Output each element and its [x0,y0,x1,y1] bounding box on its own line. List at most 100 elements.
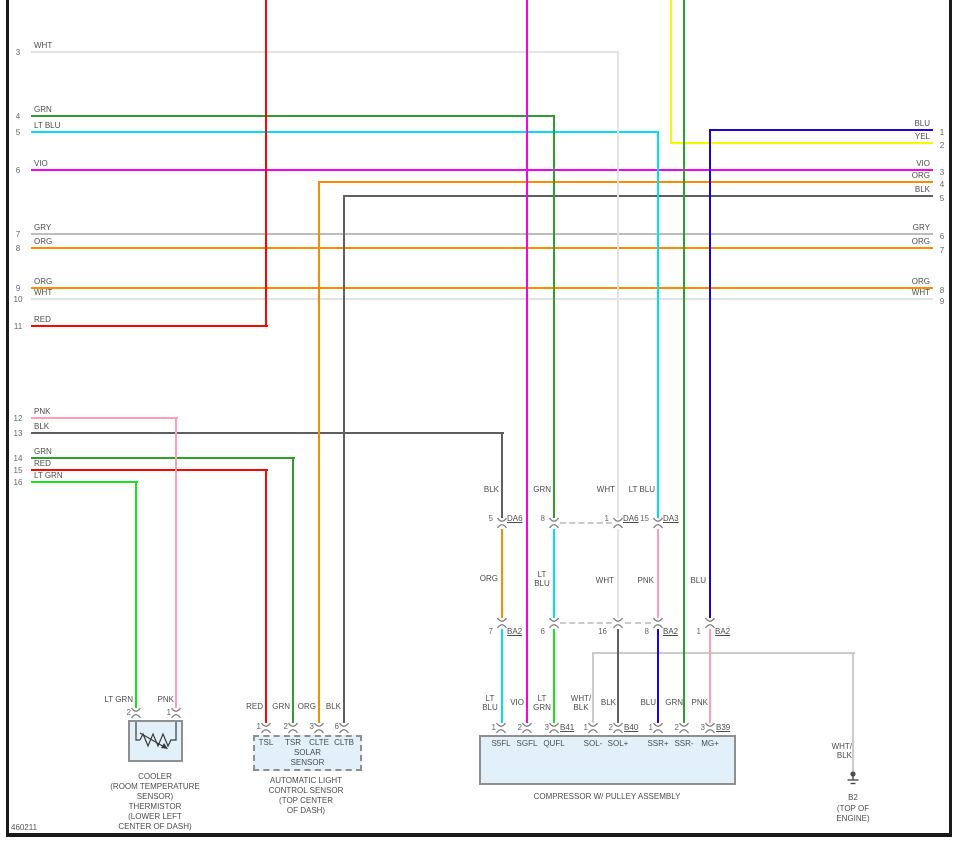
connector-name: B40 [624,723,639,732]
connector-pin-number: 7 [488,627,493,636]
wire-grn-4-v [553,115,555,518]
compressor-pin-name: MG+ [701,739,719,748]
connector-join-dash [560,522,612,524]
wire-grn-4-h [31,115,555,117]
wire-grn-top-v [683,0,685,723]
right-wire-label: ORG [911,277,930,286]
connector-pin-number: 8 [540,514,545,523]
caption-line: CENTER OF DASH) [118,822,192,831]
compressor-box [479,735,736,785]
thermistor-caption: COOLER (ROOM TEMPERATURE SENSOR) THERMIS… [85,772,225,832]
caption-line: (ROOM TEMPERATURE [110,782,200,791]
pin-wire-label: GRN [272,702,290,711]
right-wire-label: WHT [911,288,930,297]
wire-blu-r1-h [710,129,933,131]
pin-connector-icon [314,722,324,734]
right-pin-number: 2 [939,141,945,150]
inline-connector-icon [549,517,559,529]
solar-pin-name: CLTE [309,738,329,747]
right-wire-label: GRY [912,223,930,232]
wire-blu-r1-v [709,129,711,618]
connector-name: BA2 [663,627,679,636]
compressor-pin-name: SGFL [516,739,538,748]
pin-wire-label: LT GRN [104,695,133,704]
figure-number: 460211 [11,823,38,832]
wire-yel-v [670,0,672,144]
left-wire-label: ORG [34,277,53,286]
pin-connector-icon [339,722,349,734]
wire-ltgrn-mid-v [553,629,555,723]
wire-red-15-h [31,469,268,471]
right-wire-label: BLU [914,119,930,128]
ground-icon [847,771,859,785]
solar-sensor-inner-label: SOLAR [293,748,322,757]
left-wire-label: PNK [34,407,51,416]
wire-org-r4-h [319,181,933,183]
connector-pin-number: 6 [540,627,545,636]
wire-org-9-h [31,287,933,289]
connector-pin-number: 15 [640,514,649,523]
pin-wire-label: PNK [691,698,708,707]
right-pin-number: 5 [939,194,945,203]
caption-line: SENSOR) [136,792,174,801]
left-wire-label: ORG [34,237,53,246]
wire-pnk-mid-v [657,529,659,618]
connector-name: B39 [716,723,731,732]
compressor-caption: COMPRESSOR W/ PULLEY ASSEMBLY [533,792,681,801]
component-pin-number: 3 [700,723,705,732]
pin-connector-icon [522,722,532,734]
component-pin-number: 1 [583,723,588,732]
ground-wire-label: WHT/ BLK [831,742,852,760]
segment-wire-label: ORG [479,574,498,583]
inline-connector-icon [653,617,663,629]
caption-line: ENGINE) [836,814,870,823]
wire-blk-r5-h [344,195,933,197]
left-pin-number: 10 [13,295,23,304]
left-pin-number: 12 [13,414,23,423]
pin-connector-icon [613,722,623,734]
wire-whtblk-right-v [852,652,854,771]
left-pin-number: 9 [15,284,21,293]
left-pin-number: 6 [15,166,21,175]
inline-connector-icon [613,517,623,529]
right-pin-number: 3 [939,168,945,177]
wire-blk-13-h [31,432,504,434]
inline-connector-icon [705,617,715,629]
wire-pnk-mid2-v [709,629,711,723]
caption-line: (TOP OF [836,804,870,813]
wire-vio-6-h [31,169,933,171]
pin-wire-label: PNK [157,695,174,704]
left-wire-label: WHT [34,41,53,50]
wire-ltgrn-16-h [31,481,138,483]
segment-wire-label: GRN [533,485,551,494]
left-pin-number: 8 [15,244,21,253]
pin-wire-label: VIO [510,698,524,707]
pin-wire-label: WHT/ BLK [570,694,592,712]
right-wire-label: ORG [911,237,930,246]
pin-wire-label: LT BLU [482,694,498,712]
right-pin-number: 9 [939,297,945,306]
left-pin-number: 16 [13,478,23,487]
pin-wire-label: ORG [297,702,316,711]
connector-name: DA6 [507,514,523,523]
pin-wire-label: BLK [325,702,341,711]
pin-connector-icon [705,722,715,734]
wire-wht-mid-v [617,529,619,618]
caption-line: COOLER [138,772,172,781]
pin-connector-icon [261,722,271,734]
left-pin-number: 3 [15,48,21,57]
connector-pin-number: 1 [696,627,701,636]
wire-ltblu-mid2-v [553,529,555,618]
wire-blk-mid-v [617,629,619,723]
wire-grn-14-h [31,457,295,459]
pin-wire-label: BLK [600,698,616,707]
pin-connector-icon [496,722,506,734]
component-pin-number: 2 [674,723,679,732]
left-pin-number: 14 [13,454,23,463]
caption-line: OF DASH) [286,806,326,815]
left-pin-number: 13 [13,429,23,438]
compressor-pin-name: QUFL [543,739,565,748]
left-pin-number: 7 [15,230,21,239]
right-pin-number: 7 [939,246,945,255]
